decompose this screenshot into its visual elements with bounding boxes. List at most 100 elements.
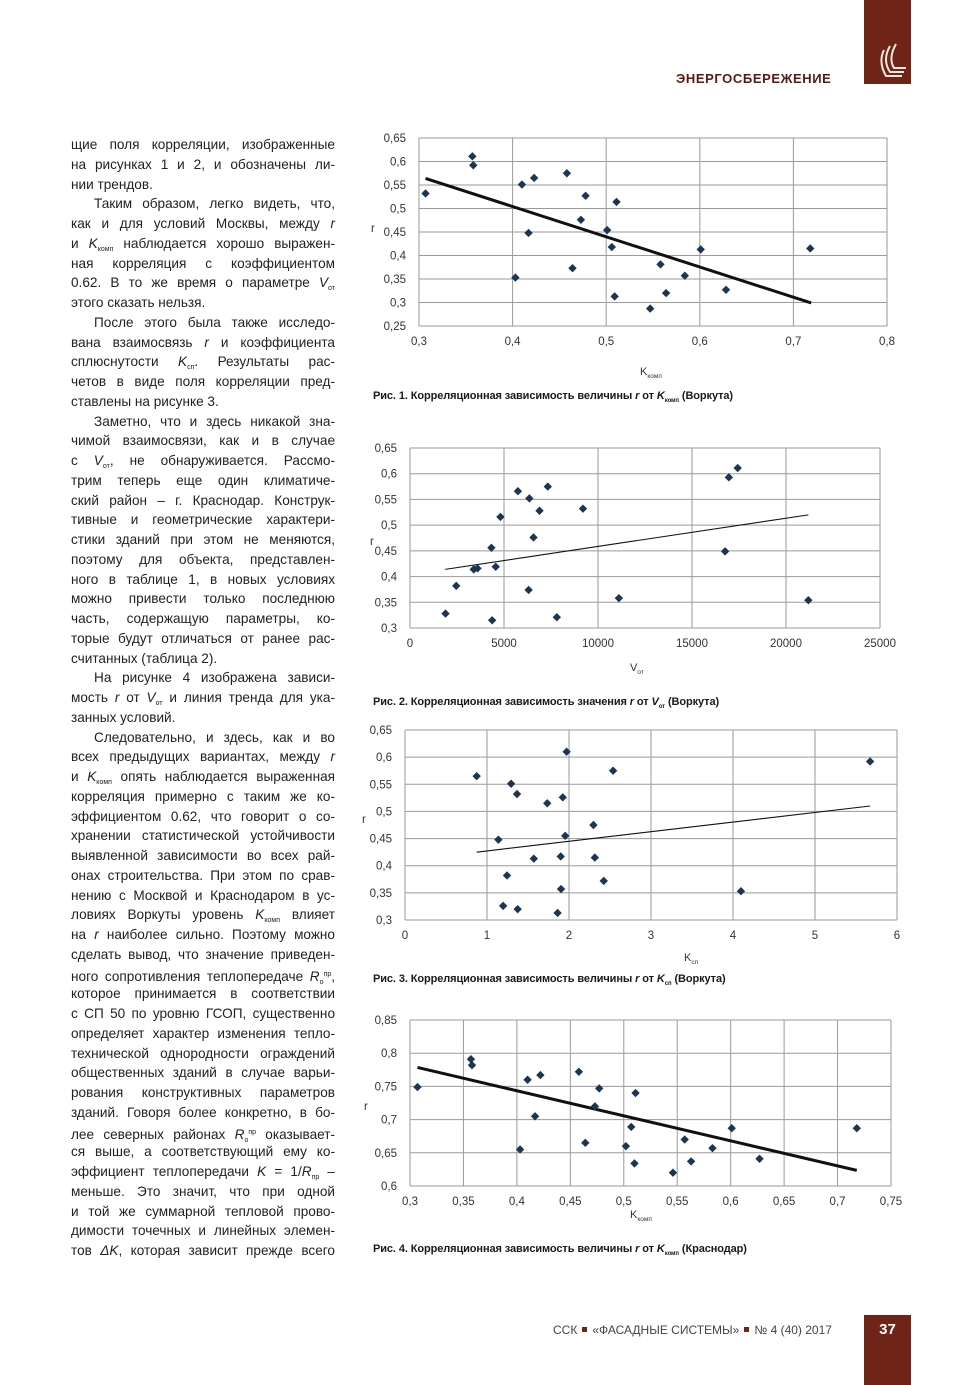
- text-run: (Воркута): [665, 696, 720, 708]
- text-line: этого сказать нельзя.: [71, 293, 335, 313]
- y-tick-label: 0,5: [390, 204, 406, 216]
- index-text: комп: [664, 1251, 679, 1257]
- data-point: [736, 887, 746, 896]
- text-line: мость r от Vот и линия тренда для ука-: [71, 688, 335, 708]
- data-point: [610, 292, 619, 301]
- text-line: тов ΔK, которая зависит прежде всего: [71, 1241, 335, 1261]
- italic-symbol: V: [651, 696, 659, 708]
- text-run: 0.62. В то же время о параметре: [71, 275, 319, 291]
- text-run: (Краснодар): [678, 1243, 747, 1255]
- x-axis-label-main: K: [640, 366, 648, 378]
- y-tick-label: 0,65: [375, 1148, 397, 1160]
- y-tick-label: 0,4: [381, 572, 398, 584]
- x-axis-label-main: K: [684, 952, 692, 964]
- italic-symbol: R: [309, 968, 320, 984]
- text-run: считанных (таблица 2).: [71, 650, 218, 666]
- text-line: После этого была также исследо-: [71, 313, 335, 333]
- text-run: сделать вывод, что значение приведен-: [71, 946, 335, 962]
- text-run: с: [71, 453, 94, 468]
- data-point: [556, 852, 565, 861]
- y-tick-label: 0,45: [375, 546, 397, 558]
- x-axis-label: Kкомп: [630, 1209, 652, 1223]
- data-point: [590, 1102, 600, 1111]
- text-line: онах строительства. При этом по срав-: [71, 866, 335, 886]
- x-tick-label: 0,75: [880, 1196, 902, 1208]
- index-text: сп: [664, 981, 672, 987]
- italic-symbol: R: [234, 1126, 245, 1142]
- index-text: сп: [187, 364, 195, 372]
- italic-symbol: V: [146, 690, 156, 705]
- text-run: всех предыдущих вариантах, между: [71, 749, 331, 765]
- data-point: [608, 766, 618, 775]
- y-tick-label: 0,65: [370, 725, 392, 737]
- x-tick-label: 0,45: [559, 1196, 581, 1208]
- data-point: [581, 191, 590, 201]
- data-point: [852, 1124, 861, 1133]
- data-point: [466, 1054, 476, 1064]
- text-run: на рисунках 1 и 2, и обозначены ли-: [71, 156, 335, 172]
- x-tick-label: 10000: [582, 638, 614, 650]
- text-run: технической однородности ограждений: [71, 1045, 335, 1061]
- index-text: комп: [264, 917, 280, 925]
- data-point: [562, 169, 572, 178]
- italic-symbol: K: [257, 1164, 267, 1179]
- y-axis-label: r: [371, 223, 375, 235]
- text-run: лее северных районах: [71, 1126, 235, 1142]
- x-tick-label: 0,7: [785, 336, 801, 348]
- data-point: [721, 285, 731, 295]
- x-tick-label: 0,3: [411, 336, 427, 348]
- y-tick-label: 0,75: [375, 1081, 397, 1093]
- data-point: [556, 884, 566, 894]
- text-run: димости точечных и линейных элемен-: [71, 1223, 335, 1239]
- text-run: оказывает-: [256, 1126, 335, 1142]
- text-line: которое принимается в соответствии: [71, 984, 335, 1004]
- text-run: эффициент теплопередачи: [71, 1164, 258, 1179]
- data-point: [472, 771, 481, 781]
- y-tick-label: 0,55: [370, 779, 392, 791]
- text-run: стики зданий при этом не меняются,: [71, 532, 335, 547]
- text-line: всех предыдущих вариантах, между r: [71, 747, 335, 767]
- y-tick-label: 0,55: [384, 180, 406, 192]
- text-run: от: [639, 973, 657, 985]
- text-line: ного в таблице 1, в новых условиях: [71, 570, 335, 590]
- article-text-column: щие поля корреляции, изображенные на рису…: [71, 135, 335, 1261]
- data-point: [552, 613, 562, 622]
- text-line: выявленной зависимости во всех рай-: [71, 846, 335, 866]
- text-run: , которая зависит прежде всего: [118, 1243, 335, 1258]
- y-tick-label: 0,65: [375, 443, 397, 455]
- trend-line: [445, 514, 809, 570]
- index-text: от: [155, 700, 163, 707]
- y-tick-label: 0,6: [381, 1181, 397, 1193]
- trend-line: [425, 176, 812, 305]
- x-tick-label: 0,7: [830, 1196, 846, 1208]
- index-text: комп: [664, 398, 679, 404]
- text-line: ного сопротивления теплопередаче Rопр,: [71, 965, 335, 986]
- x-tick-label: 0,5: [598, 336, 614, 348]
- italic-symbol: r: [635, 973, 640, 985]
- text-run: сплюснутости: [71, 354, 179, 370]
- data-point: [612, 197, 621, 207]
- text-run: Рис. 1. Корреляционная зависимость велич…: [373, 390, 636, 402]
- x-axis-label-main: V: [630, 662, 638, 674]
- index-text: о: [319, 978, 324, 986]
- index-text: комп: [97, 245, 114, 253]
- y-tick-label: 0,3: [390, 298, 406, 310]
- y-tick-label: 0,5: [376, 806, 392, 818]
- data-point: [561, 831, 570, 841]
- text-run: от: [639, 390, 657, 402]
- data-point: [558, 793, 567, 802]
- x-tick-label: 1: [484, 930, 490, 942]
- x-tick-label: 0,6: [692, 336, 708, 348]
- text-run: онах строительства. При этом по срав-: [71, 867, 335, 883]
- text-run: и: [71, 235, 89, 251]
- data-point: [621, 1141, 631, 1151]
- data-point: [627, 1122, 636, 1132]
- data-point: [576, 215, 586, 224]
- data-point: [804, 596, 813, 605]
- italic-symbol: V: [93, 453, 103, 468]
- text-line: занных условий.: [71, 708, 335, 728]
- data-point: [589, 820, 598, 830]
- data-point: [568, 263, 577, 273]
- text-line: определяет характер изменения тепло-: [71, 1024, 335, 1044]
